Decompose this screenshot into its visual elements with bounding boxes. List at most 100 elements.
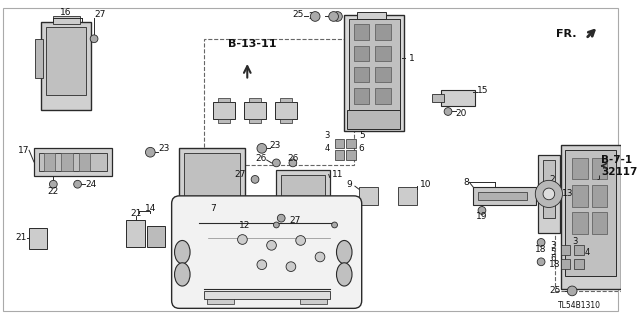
Text: 4: 4	[585, 248, 590, 256]
Bar	[346, 139, 356, 148]
Circle shape	[273, 159, 280, 167]
Circle shape	[277, 214, 285, 222]
Circle shape	[537, 258, 545, 266]
Text: 27: 27	[94, 10, 106, 19]
Text: 27: 27	[289, 216, 300, 225]
Bar	[218, 98, 230, 102]
Bar	[572, 185, 588, 206]
Bar	[591, 158, 607, 179]
Bar	[397, 187, 417, 204]
Bar	[280, 98, 292, 102]
Circle shape	[257, 144, 267, 153]
Text: 25: 25	[549, 286, 561, 295]
Bar	[45, 27, 86, 95]
Bar	[349, 19, 399, 116]
Text: 1: 1	[409, 54, 415, 63]
Bar	[375, 46, 391, 61]
Bar	[184, 153, 241, 197]
Circle shape	[289, 159, 297, 167]
Ellipse shape	[337, 241, 352, 264]
Bar	[335, 139, 344, 148]
Text: 21: 21	[130, 209, 141, 218]
Text: 8: 8	[463, 178, 469, 187]
Text: 32117: 32117	[601, 167, 637, 177]
Text: 26: 26	[287, 153, 298, 163]
Text: 27: 27	[234, 170, 245, 179]
Text: 15: 15	[477, 86, 488, 95]
Text: 23: 23	[158, 144, 170, 153]
Bar	[179, 148, 245, 202]
Bar	[574, 245, 584, 255]
Circle shape	[310, 11, 320, 21]
Text: 18: 18	[549, 260, 561, 269]
Bar	[346, 150, 356, 160]
Circle shape	[257, 260, 267, 270]
Bar	[561, 245, 570, 255]
Text: 4: 4	[324, 144, 330, 153]
Circle shape	[286, 262, 296, 271]
Circle shape	[296, 236, 305, 245]
Bar	[44, 153, 55, 171]
Bar	[359, 187, 378, 204]
Bar	[244, 102, 266, 119]
Bar	[39, 153, 107, 171]
Ellipse shape	[337, 263, 352, 286]
Text: 24: 24	[85, 180, 97, 189]
Text: 21: 21	[16, 233, 27, 242]
Circle shape	[237, 235, 247, 244]
Bar	[574, 259, 584, 269]
Text: 3: 3	[572, 237, 577, 246]
Bar	[213, 102, 235, 119]
Bar	[375, 67, 391, 82]
Text: B-7-1: B-7-1	[601, 155, 632, 165]
Bar	[249, 98, 261, 102]
Circle shape	[90, 35, 98, 43]
Bar	[280, 119, 292, 123]
Ellipse shape	[175, 263, 190, 286]
Bar	[147, 226, 165, 247]
Bar	[29, 228, 47, 249]
Circle shape	[333, 11, 342, 21]
Text: 19: 19	[476, 212, 488, 221]
Text: 9: 9	[346, 180, 352, 189]
Ellipse shape	[175, 241, 190, 264]
Bar	[79, 153, 90, 171]
Bar	[41, 22, 91, 109]
Circle shape	[49, 180, 57, 188]
Text: 25: 25	[292, 10, 303, 19]
Bar	[354, 88, 369, 104]
Bar	[543, 160, 555, 218]
Text: 3: 3	[324, 131, 330, 140]
Bar	[281, 174, 325, 205]
Bar	[591, 185, 607, 206]
Bar	[275, 102, 297, 119]
Bar	[561, 145, 621, 289]
Bar	[354, 24, 369, 40]
Text: 18: 18	[535, 245, 547, 254]
Circle shape	[145, 147, 155, 157]
Text: 3: 3	[550, 241, 556, 250]
Bar	[344, 15, 404, 131]
Circle shape	[273, 222, 279, 228]
Text: 22: 22	[48, 187, 59, 196]
Text: 7: 7	[211, 204, 216, 213]
Bar	[335, 150, 344, 160]
Circle shape	[332, 222, 337, 228]
FancyBboxPatch shape	[172, 196, 362, 308]
Bar	[478, 192, 527, 200]
Circle shape	[535, 180, 563, 207]
Text: 12: 12	[239, 221, 250, 230]
Bar	[357, 11, 386, 19]
Text: 6: 6	[359, 144, 365, 153]
Text: 11: 11	[332, 170, 343, 179]
Bar	[538, 155, 559, 233]
Text: 10: 10	[420, 180, 431, 189]
Text: 16: 16	[60, 8, 72, 17]
Bar	[262, 216, 344, 234]
Bar	[375, 24, 391, 40]
Bar	[126, 220, 145, 247]
Bar	[249, 119, 261, 123]
Bar	[565, 150, 616, 276]
Bar	[354, 46, 369, 61]
Bar	[555, 179, 621, 291]
